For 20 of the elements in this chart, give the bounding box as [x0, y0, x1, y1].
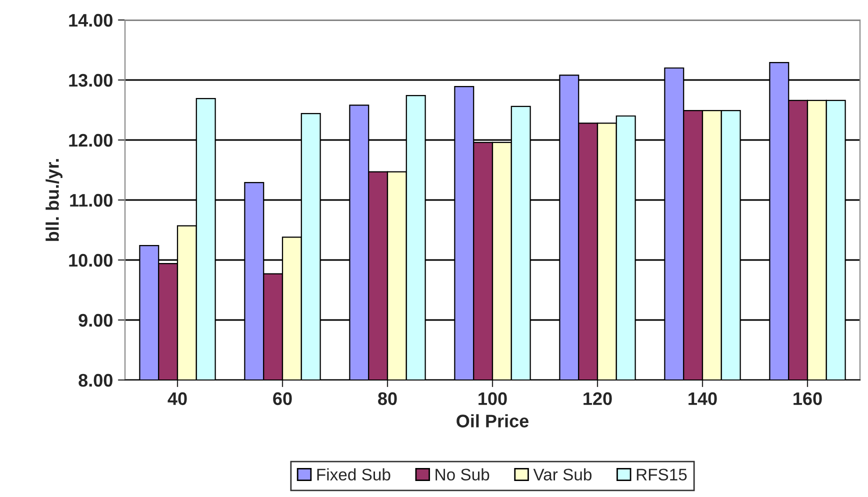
x-tick-label: 120 [584, 392, 612, 406]
x-tick-label: 40 [168, 392, 187, 406]
x-tick-label: 80 [378, 392, 397, 406]
legend-label: RFS15 [636, 468, 687, 481]
x-tick-label: 60 [273, 392, 292, 406]
y-tick-label: 9.00 [78, 314, 112, 327]
x-axis-title: Oil Price [456, 414, 529, 428]
y-tick-label: 13.00 [69, 74, 112, 87]
y-axis-title: bll. bu./yr. [46, 159, 62, 241]
y-tick-label: 11.00 [70, 194, 112, 207]
legend-label: Var Sub [533, 468, 592, 481]
y-tick-label: 8.00 [78, 374, 112, 387]
x-tick-label: 160 [794, 392, 822, 406]
x-tick-label: 140 [688, 392, 717, 406]
legend-label: No Sub [436, 468, 490, 481]
legend-label: Fixed Sub [317, 468, 390, 481]
y-tick-label: 10.00 [69, 254, 112, 267]
y-tick-label: 14.00 [69, 14, 112, 27]
y-tick-label: 12.00 [69, 134, 112, 147]
x-tick-label: 100 [478, 392, 507, 406]
